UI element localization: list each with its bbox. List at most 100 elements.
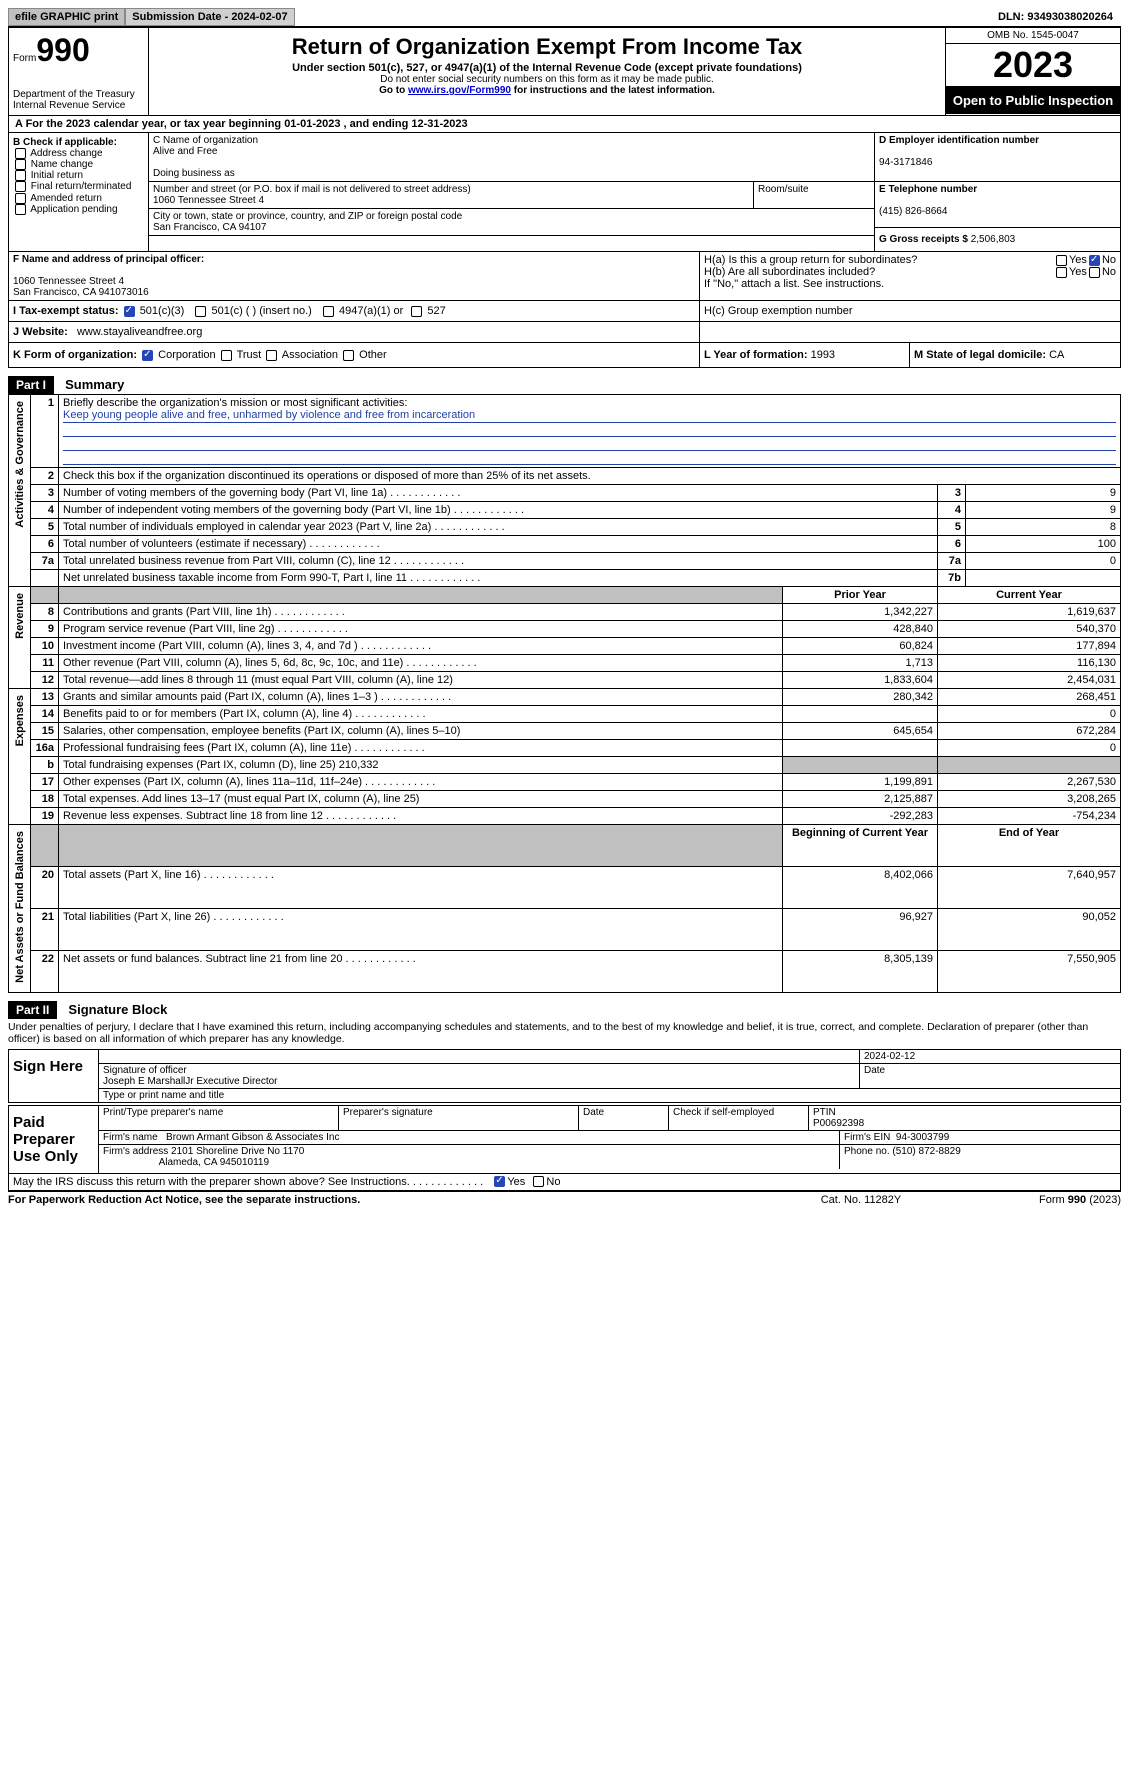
l12-no: 12: [31, 672, 59, 689]
form-title: Return of Organization Exempt From Incom…: [153, 34, 941, 60]
checkbox-hb-no[interactable]: [1089, 267, 1100, 278]
checkbox-ha-yes[interactable]: [1056, 255, 1067, 266]
part2-title: Signature Block: [60, 1002, 167, 1017]
signature-section: Sign Here 2024-02-12 Signature of office…: [8, 1049, 1121, 1103]
hb-no: No: [1102, 266, 1116, 278]
l17-cur: 2,267,530: [938, 774, 1121, 791]
l15-cur: 672,284: [938, 723, 1121, 740]
l21-no: 21: [31, 908, 59, 950]
officer-addr2: San Francisco, CA 941073016: [13, 287, 149, 298]
receipts-value: 2,506,803: [971, 234, 1016, 245]
sign-date: 2024-02-12: [860, 1050, 1120, 1063]
type-print-label: Type or print name and title: [99, 1089, 1120, 1102]
hc-label: H(c) Group exemption number: [704, 305, 853, 317]
l4-label: Number of independent voting members of …: [59, 502, 938, 519]
prep-check-hdr: Check if self-employed: [669, 1106, 809, 1130]
org-name-label: C Name of organization: [153, 135, 258, 146]
ein-label: D Employer identification number: [879, 135, 1039, 146]
firm-addr2: Alameda, CA 945010119: [159, 1157, 269, 1168]
l13-label: Grants and similar amounts paid (Part IX…: [59, 689, 783, 706]
col-end-hdr: End of Year: [938, 825, 1121, 867]
checkbox-name-change[interactable]: [15, 159, 26, 170]
l4-box: 4: [938, 502, 966, 519]
l8-prior: 1,342,227: [783, 604, 938, 621]
checkbox-discuss-yes[interactable]: [494, 1176, 505, 1187]
mission-line2: [63, 423, 1116, 437]
website-label: J Website:: [13, 326, 68, 338]
checkbox-corporation[interactable]: [142, 350, 153, 361]
l7a-no: 7a: [31, 553, 59, 570]
tax-year: 2023: [946, 44, 1120, 87]
checkbox-association[interactable]: [266, 350, 277, 361]
l8-label: Contributions and grants (Part VIII, lin…: [59, 604, 783, 621]
l6-cur: 100: [966, 536, 1121, 553]
side-expenses: Expenses: [14, 691, 26, 750]
l6-label: Total number of volunteers (estimate if …: [59, 536, 938, 553]
opt-association: Association: [282, 349, 338, 361]
checkbox-501c[interactable]: [195, 306, 206, 317]
checkbox-ha-no[interactable]: [1089, 255, 1100, 266]
opt-527: 527: [427, 305, 445, 317]
l17-label: Other expenses (Part IX, column (A), lin…: [59, 774, 783, 791]
domicile: CA: [1049, 349, 1064, 361]
part1-badge: Part I: [8, 376, 54, 394]
inspection-badge: Open to Public Inspection: [946, 87, 1120, 114]
l10-no: 10: [31, 638, 59, 655]
checkbox-discuss-no[interactable]: [533, 1176, 544, 1187]
efile-print-button[interactable]: efile GRAPHIC print: [8, 8, 125, 26]
form-label: Form: [13, 53, 36, 64]
checkbox-address-change[interactable]: [15, 148, 26, 159]
l1-label: Briefly describe the organization's miss…: [63, 397, 407, 409]
goto-prefix: Go to: [379, 85, 408, 96]
phone-value: (415) 826-8664: [879, 206, 947, 217]
checkbox-501c3[interactable]: [124, 306, 135, 317]
ssn-warning: Do not enter social security numbers on …: [153, 74, 941, 85]
part2-badge: Part II: [8, 1001, 57, 1019]
checkbox-4947[interactable]: [323, 306, 334, 317]
checkbox-other[interactable]: [343, 350, 354, 361]
opt-initial-return: Initial return: [31, 170, 83, 181]
checkbox-hb-yes[interactable]: [1056, 267, 1067, 278]
l16a-cur: 0: [938, 740, 1121, 757]
mission-text: Keep young people alive and free, unharm…: [63, 409, 1116, 423]
l17-no: 17: [31, 774, 59, 791]
l22-label: Net assets or fund balances. Subtract li…: [59, 950, 783, 992]
l14-no: 14: [31, 706, 59, 723]
col-begin-hdr: Beginning of Current Year: [783, 825, 938, 867]
checkbox-final-return[interactable]: [15, 181, 26, 192]
l22-prior: 8,305,139: [783, 950, 938, 992]
form-subtitle: Under section 501(c), 527, or 4947(a)(1)…: [153, 62, 941, 74]
dln-label: DLN:: [998, 11, 1024, 23]
mission-line4: [63, 451, 1116, 465]
opt-other: Other: [359, 349, 387, 361]
checkbox-application-pending[interactable]: [15, 204, 26, 215]
part1-title: Summary: [57, 377, 124, 392]
l13-cur: 268,451: [938, 689, 1121, 706]
checkbox-initial-return[interactable]: [15, 170, 26, 181]
checkbox-trust[interactable]: [221, 350, 232, 361]
firm-name-label: Firm's name: [103, 1132, 158, 1143]
hb-note: If "No," attach a list. See instructions…: [704, 278, 1116, 290]
side-netassets: Net Assets or Fund Balances: [14, 827, 26, 987]
side-governance: Activities & Governance: [14, 397, 26, 532]
l6-box: 6: [938, 536, 966, 553]
l16a-label: Professional fundraising fees (Part IX, …: [59, 740, 783, 757]
l5-box: 5: [938, 519, 966, 536]
footer: For Paperwork Reduction Act Notice, see …: [8, 1191, 1121, 1206]
summary-table: Activities & Governance 1 Briefly descri…: [8, 394, 1121, 993]
l16b-label: Total fundraising expenses (Part IX, col…: [59, 757, 783, 774]
irs-link[interactable]: www.irs.gov/Form990: [408, 85, 511, 96]
checkbox-amended-return[interactable]: [15, 193, 26, 204]
l21-label: Total liabilities (Part X, line 26): [59, 908, 783, 950]
submission-date-button[interactable]: Submission Date - 2024-02-07: [125, 8, 294, 26]
net-hdr-blank: [31, 825, 59, 867]
l3-cur: 9: [966, 485, 1121, 502]
discuss-text: May the IRS discuss this return with the…: [13, 1176, 483, 1188]
opt-501c3: 501(c)(3): [140, 305, 185, 317]
sig-officer-label: Signature of officer: [103, 1065, 187, 1076]
discuss-yes: Yes: [507, 1176, 525, 1188]
checkbox-527[interactable]: [411, 306, 422, 317]
l15-prior: 645,654: [783, 723, 938, 740]
discuss-row: May the IRS discuss this return with the…: [8, 1174, 1121, 1191]
firm-ein: 94-3003799: [896, 1132, 949, 1143]
